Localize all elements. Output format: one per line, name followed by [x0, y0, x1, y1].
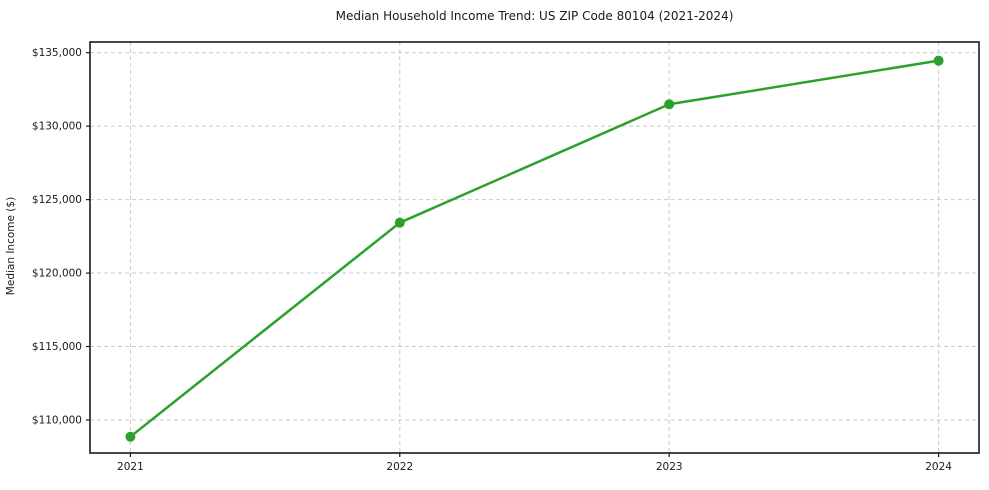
data-point-marker [125, 431, 136, 442]
y-tick-label: $115,000 [32, 341, 82, 353]
data-point-marker [933, 55, 944, 66]
data-point-marker [664, 99, 675, 110]
y-tick-label: $125,000 [32, 194, 82, 206]
chart-title: Median Household Income Trend: US ZIP Co… [335, 9, 734, 23]
x-tick-label: 2023 [656, 461, 683, 473]
axes-spines [89, 41, 980, 454]
y-tick-label: $130,000 [32, 121, 82, 133]
x-tick-label: 2021 [117, 461, 144, 473]
y-tick-label: $120,000 [32, 268, 82, 280]
y-tick-label: $135,000 [32, 47, 82, 59]
trend-line [129, 59, 940, 438]
y-tick-label: $110,000 [32, 414, 82, 426]
data-point-marker [394, 217, 405, 228]
x-tick-label: 2024 [925, 461, 952, 473]
x-tick-label: 2022 [386, 461, 413, 473]
